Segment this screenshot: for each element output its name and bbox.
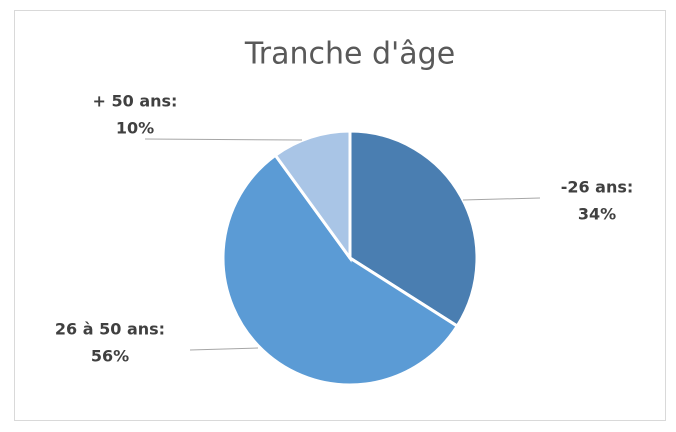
data-label-category: + 50 ans: xyxy=(93,92,178,111)
data-label-category: 26 à 50 ans: xyxy=(55,320,165,339)
leader-line xyxy=(462,197,541,201)
chart-title: Tranche d'âge xyxy=(244,37,455,72)
data-label-value: 10% xyxy=(116,119,154,138)
leader-line xyxy=(189,347,259,351)
data-label-value: 56% xyxy=(91,347,129,366)
leader-line xyxy=(144,138,303,141)
pie-slice xyxy=(221,153,460,387)
data-label-category: -26 ans: xyxy=(561,178,634,197)
data-label-value: 34% xyxy=(578,205,616,224)
pie-slice xyxy=(273,129,352,263)
